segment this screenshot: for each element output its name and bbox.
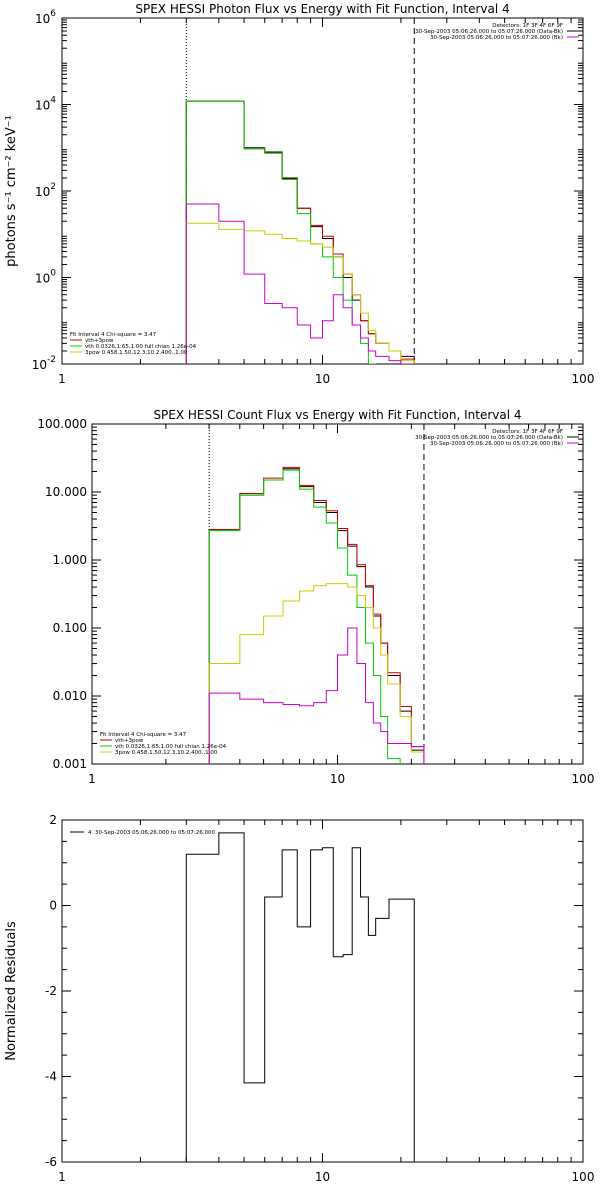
y-tick-exponent: 4	[50, 96, 56, 106]
y-tick-base: 10	[35, 185, 50, 199]
legend-bl-text: Fit Interval 4 Chi-square = 3.47	[70, 332, 157, 338]
series-line-3	[185, 222, 415, 364]
legend-tr-text: Detectors: 1F 3F 4F 6F 9F	[492, 429, 563, 435]
legend-tr-text: 30-Sep-2003 05:06:26.000 to 05:07:26.000…	[430, 35, 563, 41]
y-tick-exponent: 0	[50, 269, 56, 279]
x-tick-label: 10	[315, 1170, 330, 1184]
legend-tr-text: Detectors: 1F 3F 4F 6F 9F	[492, 23, 563, 29]
series-line-0	[185, 832, 415, 1162]
x-tick-label: 1	[58, 372, 66, 386]
x-tick-label: 100	[572, 1170, 595, 1184]
legend-bl-text: vth+3pow	[115, 738, 144, 744]
y-tick-base: 10	[35, 272, 50, 286]
series-line-4	[185, 203, 415, 364]
legend-bl-text: 3pow 0.458,1.50,12.3,10.2,400.,1.00	[85, 350, 188, 356]
series-line-3	[208, 583, 425, 764]
y-tick-label: 100.000	[37, 417, 87, 431]
legend-bl-text: Fit Interval 4 Chi-square = 3.47	[100, 732, 187, 738]
x-tick-label: 1	[88, 772, 96, 786]
y-tick-label: 0.001	[53, 757, 87, 771]
x-tick-label: 10	[315, 372, 330, 386]
legend-bl-text: 3pow 0.458,1.50,12.3,10.2,400.,1.00	[115, 750, 218, 756]
y-tick-base: 10	[35, 12, 50, 26]
x-tick-label: 1	[58, 1170, 66, 1184]
y-tick-base: 10	[32, 358, 47, 372]
legend-bl-text: vth 0.0326,1.65,1.00 full chian 1.26e-04	[85, 344, 197, 350]
x-tick-label: 10	[330, 772, 345, 786]
y-tick-exponent: 2	[50, 182, 56, 192]
y-tick-exponent: -2	[47, 355, 56, 365]
y-axis-label: photons s⁻¹ cm⁻² keV⁻¹	[4, 115, 19, 267]
y-tick-label: 0.010	[53, 689, 87, 703]
plot-frame	[91, 423, 584, 765]
y-tick-label: -4	[45, 1070, 57, 1084]
plot-frame	[61, 17, 584, 365]
y-tick-label: 10-2	[32, 355, 56, 372]
y-tick-label: 102	[35, 182, 56, 199]
y-tick-label: 104	[35, 96, 56, 113]
y-tick-label: 100	[35, 269, 56, 286]
y-tick-label: 2	[49, 813, 57, 827]
series-line-2	[208, 469, 425, 764]
x-tick-label: 100	[572, 372, 595, 386]
y-axis-label: Normalized Residuals	[4, 921, 19, 1061]
series-line-4	[208, 627, 425, 764]
y-tick-exponent: 6	[50, 9, 56, 19]
chart-title: SPEX HESSI Count Flux vs Energy with Fit…	[153, 408, 521, 422]
y-tick-label: 10.000	[45, 485, 87, 499]
y-tick-base: 10	[35, 99, 50, 113]
legend-bl-text: vth+3pow	[85, 338, 114, 344]
y-tick-label: -6	[45, 1155, 57, 1169]
y-tick-label: 1.000	[53, 553, 87, 567]
series-line-0	[208, 468, 425, 764]
x-tick-label: 100	[572, 772, 595, 786]
chart-title: SPEX HESSI Photon Flux vs Energy with Fi…	[135, 2, 509, 16]
y-tick-label: -2	[45, 984, 57, 998]
legend-bl-text: vth 0.0326,1.65,1.00 full chian 1.26e-04	[115, 744, 227, 750]
y-tick-label: 0	[49, 899, 57, 913]
legend-tr-text: 30-Sep-2003 05:06:26.000 to 05:07:26.000…	[430, 441, 563, 447]
legend-tl-text: 4. 30-Sep-2003 05:06:26.000 to 05:07:26.…	[88, 830, 215, 836]
plot-frame	[61, 819, 584, 1163]
series-line-1	[208, 466, 425, 764]
y-tick-label: 106	[35, 9, 56, 26]
legend-tr-text: 30-Sep-2003 05:06:26.000 to 05:07:26.000…	[415, 435, 563, 441]
legend-tr-text: 30-Sep-2003 05:06:26.000 to 05:07:26.000…	[415, 29, 563, 35]
series-line-2	[185, 100, 415, 364]
y-tick-label: 0.100	[53, 621, 87, 635]
